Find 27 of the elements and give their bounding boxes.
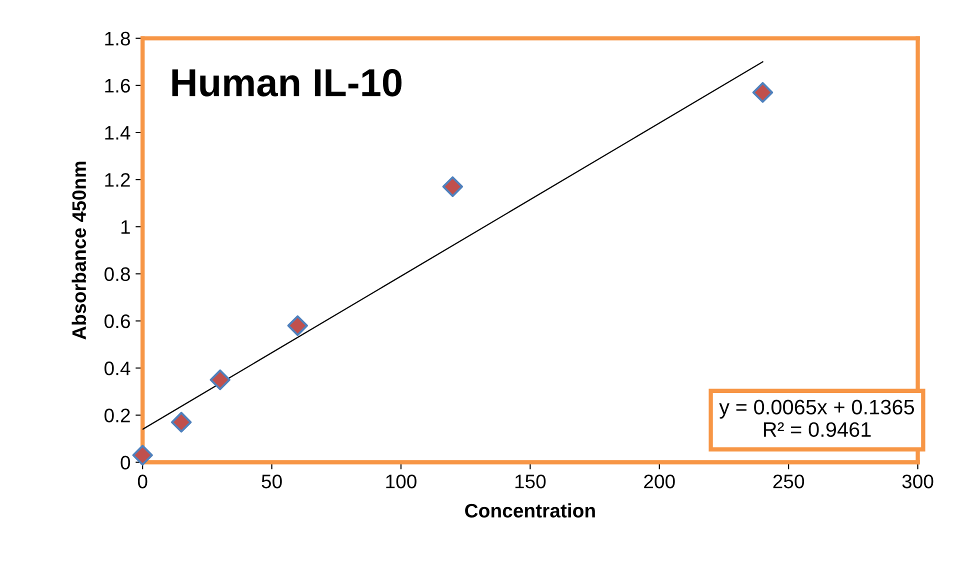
x-tick-label: 300	[902, 474, 934, 488]
y-tick-label: 0.2	[104, 408, 130, 422]
point	[287, 315, 308, 336]
x-tick-label: 100	[386, 474, 416, 488]
point	[210, 369, 230, 390]
y-tick-label: 1.6	[105, 78, 130, 93]
y-tick-label: 0.4	[104, 362, 130, 376]
y-tick-label: 0.8	[104, 267, 130, 282]
point	[132, 444, 153, 466]
x-tick-label: 200	[644, 474, 675, 488]
point	[442, 176, 464, 198]
y-tick-label: 0.6	[104, 314, 130, 328]
x-tick-label: 150	[515, 474, 546, 488]
y-axis-title: Absorbance 450nm	[72, 162, 86, 340]
x-axis-title: Concentration	[465, 503, 595, 518]
y-tick-label: 1	[121, 220, 130, 234]
text: Human IL-10	[172, 68, 402, 97]
x-tick-label: 50	[262, 474, 282, 488]
y-tick-label: 0	[120, 456, 130, 470]
y-tick-label: 1.8	[105, 32, 130, 46]
x-tick-label: 0	[138, 474, 148, 488]
point	[170, 412, 192, 433]
annotation: y = 0.0065x + 0.1365 R² = 0.9461	[719, 400, 914, 437]
y-tick-label: 1.2	[105, 173, 130, 187]
y-tick-label: 1.4	[105, 126, 130, 140]
x-tick-label: 250	[773, 474, 804, 488]
point	[752, 82, 774, 103]
